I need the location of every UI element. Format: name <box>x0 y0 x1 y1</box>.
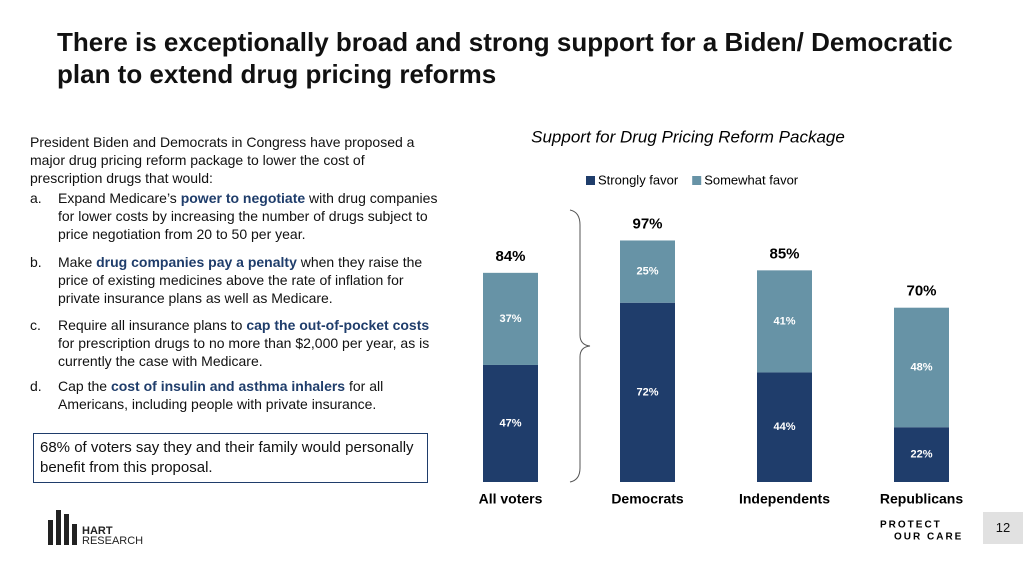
value-label: 41% <box>773 315 795 327</box>
value-label: 37% <box>499 313 521 325</box>
total-label: 70% <box>906 283 936 300</box>
intro-text: President Biden and Democrats in Congres… <box>30 134 415 186</box>
value-label: 22% <box>910 449 932 461</box>
chart-title: Support for Drug Pricing Reform Package <box>531 127 845 146</box>
legend-label: Somewhat favor <box>704 172 799 187</box>
total-label: 85% <box>769 245 799 262</box>
hart-logo <box>48 510 77 545</box>
list-marker: a. <box>30 190 42 206</box>
highlight: cost of insulin and asthma inhalers <box>110 378 346 394</box>
text: with drug companies for lower costs by i… <box>58 190 438 242</box>
x-tick-label: Democrats <box>611 491 684 507</box>
logo-text: PROTECT <box>880 520 942 531</box>
logo-text: HART <box>82 525 113 537</box>
legend-swatch <box>692 176 702 185</box>
bar-segment <box>894 427 949 482</box>
bar-segment <box>757 372 812 482</box>
bar-segment <box>757 270 812 373</box>
bar-segment <box>894 307 949 428</box>
highlight: cap the out-of-pocket costs <box>246 317 430 333</box>
logo-text: OUR CARE <box>894 532 963 543</box>
page-number: 12 <box>983 512 1023 544</box>
list-marker: b. <box>30 254 42 270</box>
x-tick-label: Republicans <box>880 491 963 507</box>
list-marker: d. <box>30 378 42 394</box>
list-item: c. Require all insurance plans to cap the… <box>30 316 440 370</box>
list-item: a. Expand Medicare’s power to negotiate w… <box>30 189 440 243</box>
list-item: d. Cap the cost of insulin and asthma inh… <box>30 377 440 413</box>
value-label: 48% <box>910 361 932 373</box>
x-tick-label: Independents <box>739 491 830 507</box>
text: when they raise the price of existing me… <box>58 254 423 306</box>
text: Cap the <box>58 378 111 394</box>
text: Require all insurance plans to <box>58 317 247 333</box>
legend-label: Strongly favor <box>598 172 679 187</box>
highlight: power to negotiate <box>180 190 306 206</box>
highlight: drug companies pay a penalty <box>96 254 297 270</box>
value-label: 47% <box>499 417 521 429</box>
bar-segment <box>483 364 538 482</box>
list-marker: c. <box>30 317 41 333</box>
callout: 68% of voters say they and their family … <box>33 433 428 483</box>
text: Expand Medicare’s <box>58 190 181 206</box>
text: Make <box>58 254 97 270</box>
logo-text: RESEARCH <box>82 535 143 547</box>
x-tick-label: All voters <box>479 491 543 507</box>
value-label: 44% <box>773 421 795 433</box>
legend-swatch <box>586 176 595 185</box>
text: for prescription drugs to no more than $… <box>58 335 430 369</box>
list-item: b. Make drug companies pay a penalty when… <box>30 253 440 307</box>
text: for all Americans, including people with… <box>58 378 384 412</box>
slide-title: There is exceptionally broad and strong … <box>57 27 953 89</box>
bar-segment <box>620 302 675 482</box>
value-label: 25% <box>636 266 658 278</box>
bar-segment <box>620 240 675 303</box>
total-label: 97% <box>632 215 662 232</box>
value-label: 72% <box>636 386 658 398</box>
bar-segment <box>483 272 538 365</box>
brace <box>569 209 591 483</box>
total-label: 84% <box>495 248 525 265</box>
